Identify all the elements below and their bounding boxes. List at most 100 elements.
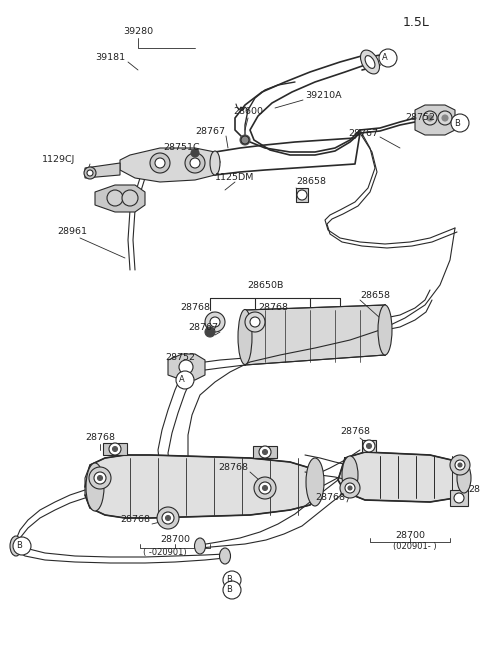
Text: 1125DM: 1125DM: [216, 174, 255, 183]
Text: 28961: 28961: [57, 227, 87, 236]
Text: 28768: 28768: [340, 428, 370, 436]
Text: B: B: [226, 576, 232, 584]
Polygon shape: [85, 163, 120, 178]
Circle shape: [454, 493, 464, 503]
Circle shape: [179, 360, 193, 374]
Circle shape: [185, 153, 205, 173]
Text: 1.5L: 1.5L: [403, 16, 430, 29]
Text: 28658: 28658: [296, 178, 326, 187]
Text: (020901- ): (020901- ): [393, 542, 437, 550]
Circle shape: [363, 440, 375, 452]
Polygon shape: [85, 455, 320, 518]
Circle shape: [259, 482, 271, 494]
Circle shape: [250, 317, 260, 327]
Circle shape: [458, 463, 462, 467]
Text: 39181: 39181: [95, 54, 125, 62]
Circle shape: [162, 512, 174, 524]
Circle shape: [166, 515, 170, 521]
Text: 1129CJ: 1129CJ: [42, 155, 75, 164]
Circle shape: [84, 167, 96, 179]
Text: 28700: 28700: [160, 536, 190, 544]
Circle shape: [254, 477, 276, 499]
Polygon shape: [415, 105, 455, 135]
Circle shape: [245, 312, 265, 332]
Ellipse shape: [360, 50, 380, 74]
Circle shape: [450, 455, 470, 475]
Ellipse shape: [365, 56, 375, 68]
Circle shape: [379, 49, 397, 67]
Ellipse shape: [194, 538, 205, 554]
Polygon shape: [362, 440, 376, 452]
Text: 28700: 28700: [395, 531, 425, 540]
Text: B: B: [226, 586, 232, 595]
Ellipse shape: [342, 456, 358, 494]
Text: 28768: 28768: [218, 464, 248, 472]
Circle shape: [423, 111, 437, 125]
Circle shape: [176, 371, 194, 389]
Ellipse shape: [210, 151, 220, 175]
Circle shape: [348, 486, 352, 490]
Text: 28752: 28752: [405, 113, 435, 122]
Circle shape: [438, 111, 452, 125]
Text: B: B: [16, 542, 22, 550]
Text: A: A: [382, 54, 388, 62]
Circle shape: [223, 571, 241, 589]
Circle shape: [107, 190, 123, 206]
Text: 28767: 28767: [348, 128, 378, 138]
Circle shape: [155, 158, 165, 168]
Polygon shape: [450, 490, 468, 506]
Text: 28650B: 28650B: [247, 280, 283, 290]
Circle shape: [157, 507, 179, 529]
Text: 28767: 28767: [195, 128, 225, 136]
Text: 28768: 28768: [120, 515, 150, 525]
Circle shape: [240, 135, 250, 145]
Polygon shape: [120, 148, 220, 182]
Text: B: B: [454, 119, 460, 128]
Circle shape: [205, 312, 225, 332]
Circle shape: [109, 443, 121, 455]
Text: 28752: 28752: [165, 354, 195, 362]
Ellipse shape: [86, 463, 104, 511]
Circle shape: [263, 485, 267, 491]
Circle shape: [340, 478, 360, 498]
Text: 39210A: 39210A: [305, 90, 342, 100]
Polygon shape: [103, 443, 127, 455]
Ellipse shape: [378, 305, 392, 355]
Circle shape: [442, 115, 448, 121]
Text: 28768: 28768: [315, 493, 345, 502]
Circle shape: [210, 317, 220, 327]
Text: A: A: [179, 375, 185, 384]
Circle shape: [191, 149, 199, 157]
Polygon shape: [296, 188, 308, 202]
Circle shape: [263, 449, 267, 455]
Circle shape: [13, 537, 31, 555]
Text: 28768: 28768: [85, 434, 115, 443]
Text: 28658A: 28658A: [468, 485, 480, 495]
Polygon shape: [253, 446, 277, 458]
Circle shape: [112, 447, 118, 451]
Text: 39280: 39280: [123, 28, 153, 37]
Circle shape: [89, 467, 111, 489]
Circle shape: [259, 446, 271, 458]
Circle shape: [122, 190, 138, 206]
Circle shape: [455, 460, 465, 470]
Polygon shape: [245, 305, 385, 365]
Ellipse shape: [306, 458, 324, 506]
Circle shape: [367, 443, 372, 449]
Circle shape: [97, 476, 103, 481]
Text: 28600: 28600: [233, 107, 263, 117]
Circle shape: [205, 327, 215, 337]
Circle shape: [451, 114, 469, 132]
Ellipse shape: [238, 310, 252, 364]
Circle shape: [345, 483, 355, 493]
Circle shape: [94, 472, 106, 484]
Text: 28658: 28658: [360, 291, 390, 299]
Text: 28767: 28767: [188, 324, 218, 333]
Circle shape: [241, 136, 249, 144]
Circle shape: [427, 115, 433, 121]
Circle shape: [87, 170, 93, 176]
Circle shape: [223, 581, 241, 599]
Text: ( -020901): ( -020901): [143, 548, 187, 557]
Ellipse shape: [10, 536, 22, 556]
Polygon shape: [168, 354, 205, 380]
